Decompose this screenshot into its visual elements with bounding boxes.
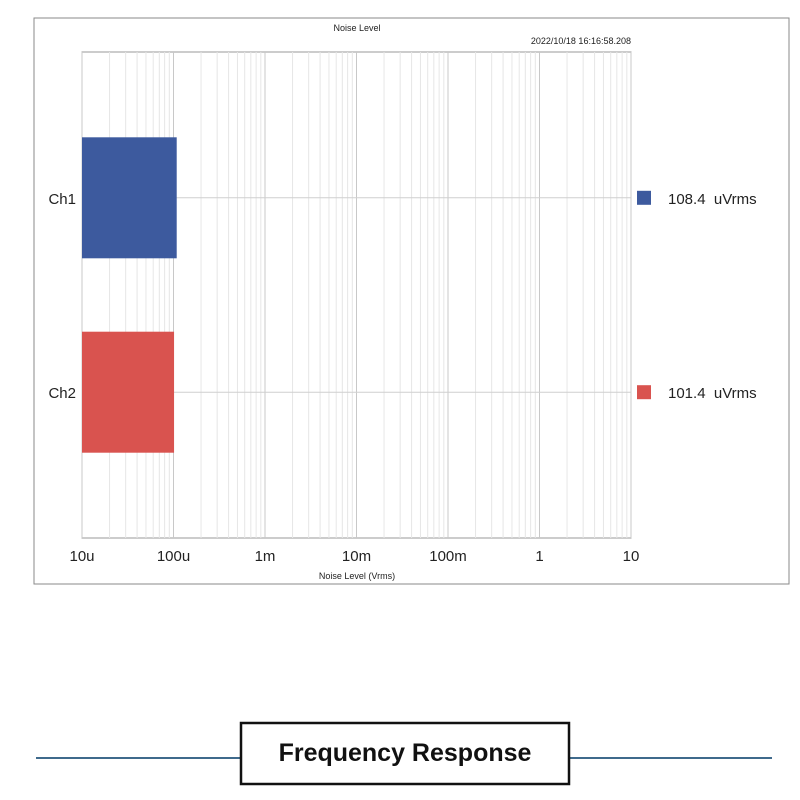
bars: [82, 137, 177, 453]
category-label-ch2: Ch2: [48, 385, 76, 402]
minor-gridlines: [109, 52, 628, 538]
x-tick-label: 100m: [429, 548, 467, 565]
legend-swatch: [637, 190, 651, 205]
legend: 108.4 uVrms 101.4 uVrms: [637, 190, 757, 402]
x-tick-label: 1m: [255, 548, 276, 565]
legend-swatch: [637, 385, 651, 400]
x-tick-labels: 10u 100u 1m 10m 100m 1 10: [69, 548, 639, 565]
x-axis-label: Noise Level (Vrms): [319, 571, 395, 581]
chart-title: Noise Level: [333, 23, 380, 33]
x-tick-label: 10: [623, 548, 640, 565]
bar-ch2: [82, 331, 175, 453]
x-tick-label: 100u: [157, 548, 190, 565]
section-heading-box: [239, 721, 571, 786]
section-heading: Frequency Response: [279, 739, 532, 767]
category-labels: Ch1 Ch2: [48, 191, 76, 402]
category-label-ch1: Ch1: [48, 191, 76, 208]
chart-timestamp: 2022/10/18 16:16:58.208: [531, 36, 631, 46]
x-tick-label: 1: [535, 548, 543, 565]
major-gridlines: [81, 52, 632, 538]
legend-label: 108.4 uVrms: [668, 191, 757, 208]
legend-label: 101.4 uVrms: [668, 385, 757, 402]
bar-ch1: [82, 137, 177, 259]
x-tick-label: 10m: [342, 548, 371, 565]
x-tick-label: 10u: [69, 548, 94, 565]
